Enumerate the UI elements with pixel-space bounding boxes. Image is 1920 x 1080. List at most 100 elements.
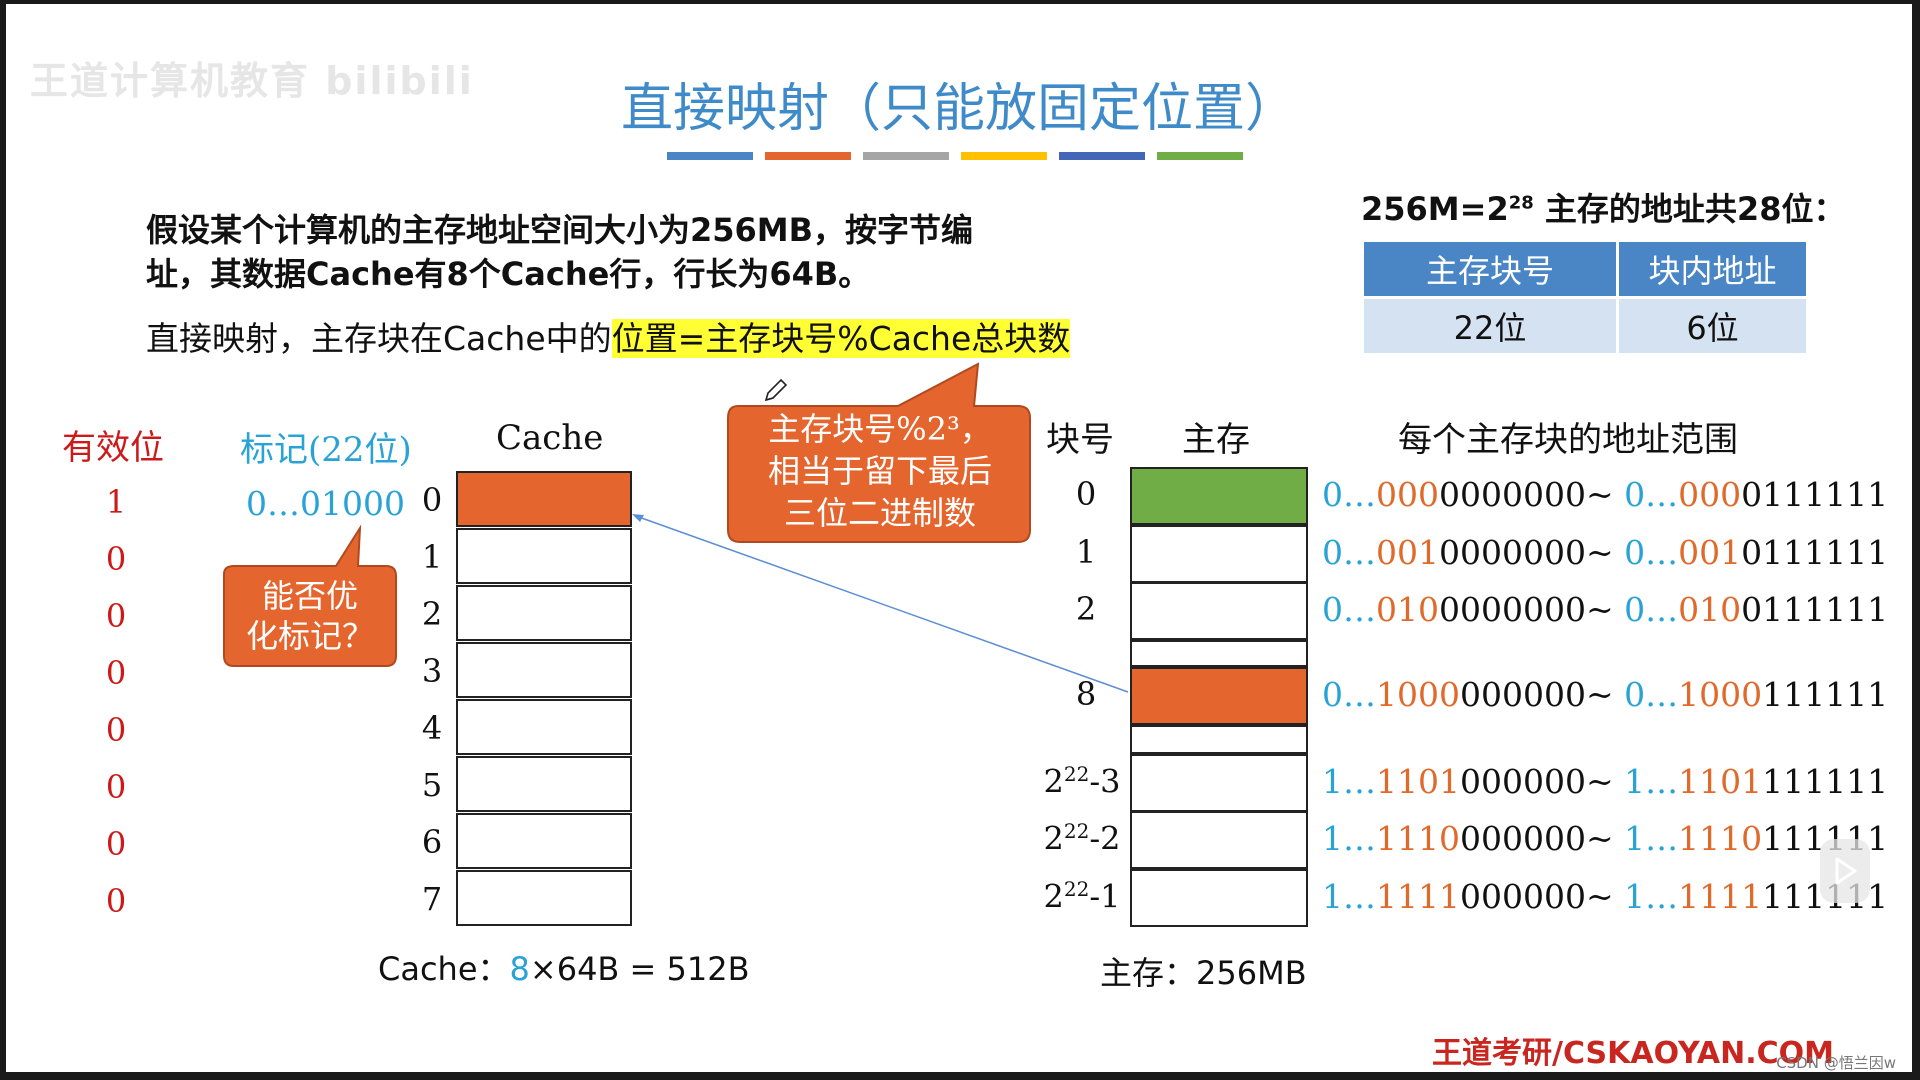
range-end-prefix: 1… [1624, 877, 1679, 916]
cache-line-cell [456, 756, 632, 812]
mapping-arrow [632, 514, 1129, 693]
cache-caption-suffix: ×64B = 512B [529, 950, 750, 988]
csdn-credit: CSDN @悟兰因w [1776, 1054, 1896, 1072]
range-end-prefix: 1… [1624, 819, 1679, 858]
optimize-callout-line1: 能否优 [261, 577, 358, 615]
range-end-index: 1110 [1678, 819, 1763, 858]
cache-line-cell [456, 528, 632, 584]
range-start-offset: 0000000~ [1439, 590, 1625, 629]
color-bar-segment [1157, 152, 1243, 160]
play-icon [1835, 857, 1857, 885]
color-bar-segment [765, 152, 851, 160]
valid-bit: 1 [105, 483, 127, 521]
table-cell-offset-bits: 6位 [1619, 299, 1806, 353]
main-memory-header: 主存 [1182, 420, 1250, 460]
watermark: 王道计算机教育 bilibili [30, 59, 474, 103]
range-end-index: 1000 [1678, 675, 1763, 714]
range-end-index: 010 [1678, 590, 1742, 629]
block-number-base: 8 [1075, 675, 1097, 713]
range-start-index: 001 [1376, 533, 1439, 572]
block-number-suffix: -1 [1089, 877, 1121, 916]
slide: 王道计算机教育 bilibili 直接映射（只能放固定位置） 假设某个计算机的主… [6, 4, 1912, 1072]
block-number-base: 2 [1075, 590, 1097, 628]
memory-block-cell [1130, 525, 1308, 583]
color-bar-segment [863, 152, 949, 160]
block-number-exp: 22 [1063, 762, 1090, 786]
range-start-prefix: 0… [1322, 533, 1376, 572]
address-range-header: 每个主存块的地址范围 [1398, 420, 1738, 460]
range-start-offset: 0000000~ [1439, 475, 1625, 514]
block-number-base: 2 [1043, 877, 1064, 916]
range-start-index: 1111 [1376, 877, 1460, 916]
address-range: 0…1000000000~ 0…1000111111 [1322, 675, 1888, 714]
range-start-prefix: 1… [1322, 819, 1376, 858]
cache-line-cell [456, 813, 632, 869]
range-end-offset: 111111 [1762, 762, 1889, 801]
cache-line-index: 0 [421, 481, 443, 519]
range-start-prefix: 1… [1322, 877, 1376, 916]
cache-line-cell [456, 699, 632, 755]
range-start-index: 010 [1376, 590, 1439, 629]
range-start-index: 000 [1376, 475, 1439, 514]
range-end-prefix: 1… [1624, 762, 1679, 801]
cache-line-cell [456, 585, 632, 641]
color-bar-segment [667, 152, 753, 160]
block-number-label: 0 [1036, 475, 1136, 513]
mod-callout-line2: 相当于留下最后 [767, 452, 992, 490]
block-number-label: 1 [1036, 533, 1136, 571]
address-range: 1…1110000000~ 1…1110111111 [1322, 819, 1888, 858]
optimize-callout: 能否优 化标记？ [224, 576, 396, 656]
address-bits-note: 256M=228 主存的地址共28位： [1361, 184, 1845, 230]
tag-value: 0…01000 [246, 484, 405, 523]
range-start-prefix: 0… [1322, 475, 1376, 514]
cache-line-index: 4 [421, 709, 443, 747]
cache-line-index: 5 [421, 766, 443, 804]
optimize-callout-line2: 化标记？ [245, 617, 374, 655]
address-note-suffix: 主存的地址共28位： [1533, 190, 1846, 228]
memory-block-cell [1130, 869, 1308, 927]
slide-title: 直接映射（只能放固定位置） [620, 79, 1297, 139]
valid-bit: 0 [105, 711, 127, 749]
valid-bit: 0 [105, 597, 127, 635]
range-start-offset: 0000000~ [1439, 533, 1625, 572]
memory-gap-cell [1130, 725, 1308, 754]
block-number-suffix: -2 [1089, 819, 1121, 858]
problem-line-2: 址，其数据Cache有8个Cache行，行长为64B。 [146, 255, 871, 293]
address-range: 1…1101000000~ 1…1101111111 [1322, 762, 1888, 801]
mod-callout-line1: 主存块号%2³， [768, 410, 992, 448]
range-start-offset: 000000~ [1459, 762, 1625, 801]
play-button[interactable] [1820, 839, 1870, 903]
color-bar-segment [961, 152, 1047, 160]
cache-line-index: 1 [421, 538, 443, 576]
block-number-suffix: -3 [1089, 762, 1121, 801]
block-number-base: 1 [1075, 533, 1097, 571]
cache-line-index: 3 [421, 652, 443, 690]
range-start-offset: 000000~ [1459, 675, 1625, 714]
cache-header: Cache [496, 418, 604, 458]
range-end-index: 1111 [1678, 877, 1763, 916]
address-split-table: 主存块号 块内地址 22位 6位 [1361, 239, 1809, 356]
range-end-index: 1101 [1678, 762, 1763, 801]
range-end-offset: 0111111 [1741, 590, 1889, 629]
problem-statement: 假设某个计算机的主存地址空间大小为256MB，按字节编 址，其数据Cache有8… [146, 208, 1046, 296]
range-end-prefix: 0… [1624, 533, 1679, 572]
mod-callout: 主存块号%2³， 相当于留下最后 三位二进制数 [730, 408, 1030, 534]
mod-callout-shape [727, 362, 1031, 543]
range-start-prefix: 0… [1322, 675, 1376, 714]
brand-footer: 王道考研/CSKAOYAN.COM [1432, 1036, 1834, 1071]
tag-header: 标记(22位) [240, 430, 412, 470]
memory-size-caption: 主存：256MB [1100, 954, 1307, 992]
cache-line-cell [456, 642, 632, 698]
cache-line-cell [456, 870, 632, 926]
pencil-icon [764, 378, 788, 402]
memory-block-cell [1130, 811, 1308, 869]
range-start-index: 1110 [1376, 819, 1460, 858]
mapping-formula: 直接映射，主存块在Cache中的位置=主存块号%Cache总块数 [146, 312, 1071, 360]
block-number-exp: 22 [1063, 819, 1090, 843]
range-end-prefix: 0… [1624, 475, 1679, 514]
table-header-offset: 块内地址 [1619, 242, 1806, 296]
valid-bit: 0 [105, 882, 127, 920]
color-bar-segment [1059, 152, 1145, 160]
block-number-label: 222-1 [1032, 877, 1132, 916]
optimize-callout-shape [223, 524, 397, 667]
